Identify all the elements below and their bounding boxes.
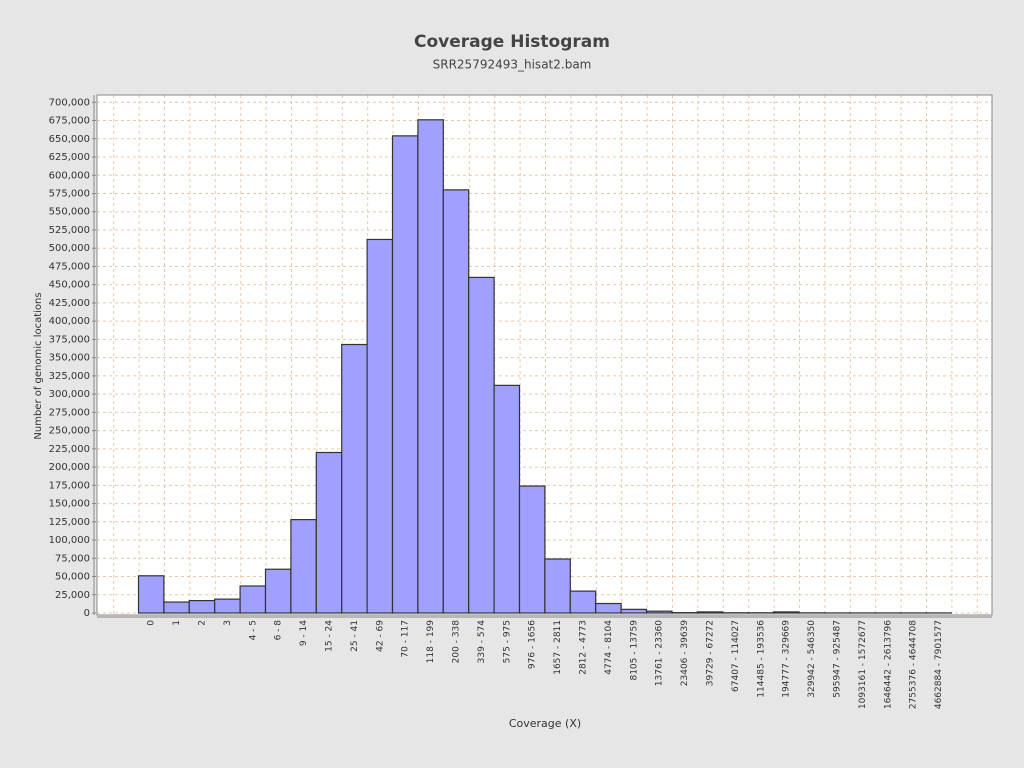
- bar: [468, 276, 495, 614]
- bar: [137, 575, 165, 614]
- bar: [391, 135, 419, 614]
- bar: [544, 558, 571, 614]
- y-tick-label: 0: [84, 608, 90, 619]
- y-tick-label: 200,000: [49, 462, 90, 473]
- y-tick-label: 175,000: [49, 480, 90, 491]
- bar: [239, 585, 267, 614]
- y-tick-label: 525,000: [49, 225, 90, 236]
- bar: [163, 601, 190, 614]
- x-tick-label: 118 - 199: [426, 620, 436, 664]
- y-tick-label: 675,000: [49, 116, 90, 127]
- y-tick-label: 550,000: [49, 207, 90, 218]
- x-tick-label: 976 - 1656: [528, 620, 538, 669]
- bar: [518, 485, 546, 614]
- y-tick-label: 625,000: [49, 152, 90, 163]
- bar: [772, 611, 800, 614]
- bar: [493, 384, 521, 614]
- bar: [442, 189, 470, 614]
- x-tick-label: 4 - 5: [248, 620, 258, 640]
- chart-subtitle: SRR25792493_hisat2.bam: [433, 58, 592, 72]
- y-tick-label: 575,000: [49, 188, 90, 199]
- x-tick-label: 339 - 574: [477, 620, 487, 664]
- bars: [137, 119, 952, 614]
- x-tick-label: 194777 - 329669: [782, 620, 792, 698]
- bar: [569, 590, 597, 614]
- y-tick-label: 150,000: [49, 499, 90, 510]
- bar: [264, 568, 292, 614]
- y-tick-label: 400,000: [49, 316, 90, 327]
- bar: [595, 602, 622, 614]
- y-tick-label: 75,000: [55, 553, 90, 564]
- y-tick-label: 350,000: [49, 353, 90, 364]
- x-tick-label: 200 - 338: [452, 620, 462, 664]
- y-tick-label: 250,000: [49, 426, 90, 437]
- plot-border: [96, 94, 993, 616]
- y-tick-label: 375,000: [49, 334, 90, 345]
- y-tick-label: 600,000: [49, 170, 90, 181]
- y-tick-label: 325,000: [49, 371, 90, 382]
- x-tick-label: 2755376 - 4644708: [909, 620, 919, 709]
- bar: [620, 608, 648, 614]
- bar: [341, 343, 368, 614]
- x-tick-label: 23406 - 39639: [680, 620, 690, 687]
- x-tick-label: 4662884 - 7901577: [934, 620, 944, 709]
- x-tick-label: 1: [172, 620, 182, 626]
- x-tick-label: 39729 - 67272: [706, 620, 716, 686]
- y-axis-label: Number of genomic locations: [33, 292, 44, 439]
- y-tick-label: 50,000: [55, 572, 90, 583]
- y-tick-label: 100,000: [49, 535, 90, 546]
- x-tick-label: 2: [198, 620, 208, 626]
- y-tick-label: 425,000: [49, 298, 90, 309]
- x-axis-label: Coverage (X): [509, 717, 581, 730]
- bar: [315, 451, 343, 614]
- x-tick-label: 15 - 24: [325, 620, 335, 652]
- bar: [188, 599, 216, 614]
- bar: [290, 519, 317, 614]
- x-tick-label: 25 - 41: [350, 620, 360, 652]
- x-tick-label: 8105 - 13759: [629, 620, 639, 681]
- x-tick-label: 6 - 8: [274, 620, 284, 641]
- x-tick-label: 2812 - 4773: [579, 620, 589, 675]
- x-tick-label: 67407 - 114027: [731, 620, 741, 692]
- x-tick-label: 1657 - 2811: [553, 620, 563, 675]
- y-tick-label: 450,000: [49, 280, 90, 291]
- x-tick-label: 575 - 975: [502, 620, 512, 663]
- y-tick-label: 225,000: [49, 444, 90, 455]
- x-tick-label: 13761 - 23360: [655, 620, 665, 687]
- bar: [417, 119, 444, 614]
- y-tick-label: 275,000: [49, 407, 90, 418]
- bar: [645, 610, 673, 614]
- y-tick-label: 650,000: [49, 134, 90, 145]
- x-tick-label: 114485 - 193536: [756, 620, 766, 698]
- x-tick-label: 1646442 - 2613796: [883, 620, 893, 709]
- bar: [696, 611, 724, 614]
- y-tick-label: 700,000: [49, 97, 90, 108]
- x-tick-label: 42 - 69: [375, 620, 385, 652]
- bar: [214, 598, 241, 614]
- y-tick-label: 125,000: [49, 517, 90, 528]
- y-tick-label: 500,000: [49, 243, 90, 254]
- grid: [97, 95, 992, 615]
- y-tick-label: 475,000: [49, 261, 90, 272]
- x-tick-label: 70 - 117: [401, 620, 411, 658]
- x-tick-label: 4774 - 8104: [604, 620, 614, 675]
- y-tick-label: 25,000: [55, 590, 90, 601]
- x-tick-label: 9 - 14: [299, 620, 309, 646]
- chart-title: Coverage Histogram: [414, 32, 610, 52]
- x-tick-label: 0: [147, 620, 157, 626]
- y-tick-label: 300,000: [49, 389, 90, 400]
- bar: [366, 238, 394, 614]
- x-tick-label: 329942 - 546350: [807, 620, 817, 698]
- x-tick-label: 3: [223, 620, 233, 626]
- axes: 0 25,000 50,000 75,000 100,000 125,000 150,000…: [49, 94, 993, 709]
- x-tick-label: 1093161 - 1572677: [858, 620, 868, 709]
- x-tick-label: 595947 - 925487: [833, 620, 843, 698]
